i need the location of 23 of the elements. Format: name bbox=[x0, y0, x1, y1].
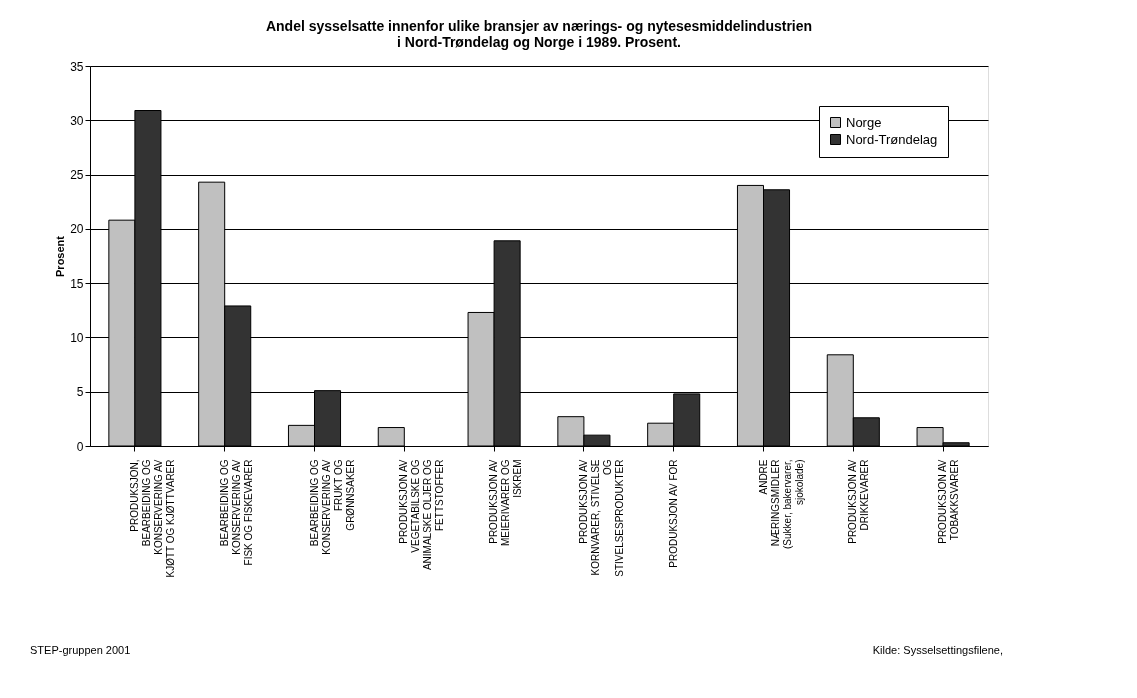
x-tick-label: BEARBEIDING OG KONSERVERING AV FRUKT OG GRØNNSAKER bbox=[308, 459, 356, 555]
x-tick-label: PRODUKSJON AV FOR bbox=[667, 459, 679, 568]
y-tick-label: 25 bbox=[70, 168, 84, 183]
y-tick-label: 0 bbox=[76, 439, 84, 454]
x-tick-label: PRODUKSJON AV MEIERIVARER OG ISKREM bbox=[488, 459, 524, 546]
text: STEP-gruppen 2001 bbox=[30, 644, 131, 656]
x-tick-label: ANDRE NÆRINGSMIDLER (Sukker, bakervarer, sjokolade) bbox=[757, 459, 805, 549]
legend-label: Nord-Trøndelag bbox=[846, 131, 938, 147]
chart-title: Andel sysselsatte innenfor ulike bransjer av nærings- og nytesesmiddelindustrien i Nord-Trøndelag og Norge i 1989. Prosent. bbox=[265, 18, 813, 50]
y-tick-label: 10 bbox=[70, 330, 84, 345]
legend-label: Norge bbox=[846, 114, 882, 130]
x-tick-label: PRODUKSJON, BEARBEIDING OG KONSERVERING AV KJØTT OG KJØTTVARER bbox=[128, 459, 176, 578]
text: Kilde: Sysselsettingsfilene, bbox=[872, 644, 1003, 656]
y-tick-label: 20 bbox=[70, 222, 84, 237]
y-tick-label: 30 bbox=[70, 113, 84, 128]
y-axis-title: Prosent bbox=[54, 235, 67, 277]
x-tick-label: PRODUKSJON AV KORNVARER, STIVELSE OG STIVELSESPRODUKTER bbox=[577, 459, 625, 577]
x-tick-label: BEARBEIDING OG KONSERVERING AV FISK OG FISKEVARER bbox=[218, 459, 254, 566]
x-tick-label: PRODUKSJON AV TOBAKKSVARER bbox=[937, 459, 961, 544]
y-tick-label: 15 bbox=[70, 276, 84, 291]
y-tick-label: 5 bbox=[76, 385, 84, 400]
y-tick-label: 35 bbox=[70, 59, 84, 74]
x-tick-label: PRODUKSJON AV VEGETABILSKE OG ANIMALSKE OLJER OG FETTSTOFFER bbox=[398, 459, 446, 571]
